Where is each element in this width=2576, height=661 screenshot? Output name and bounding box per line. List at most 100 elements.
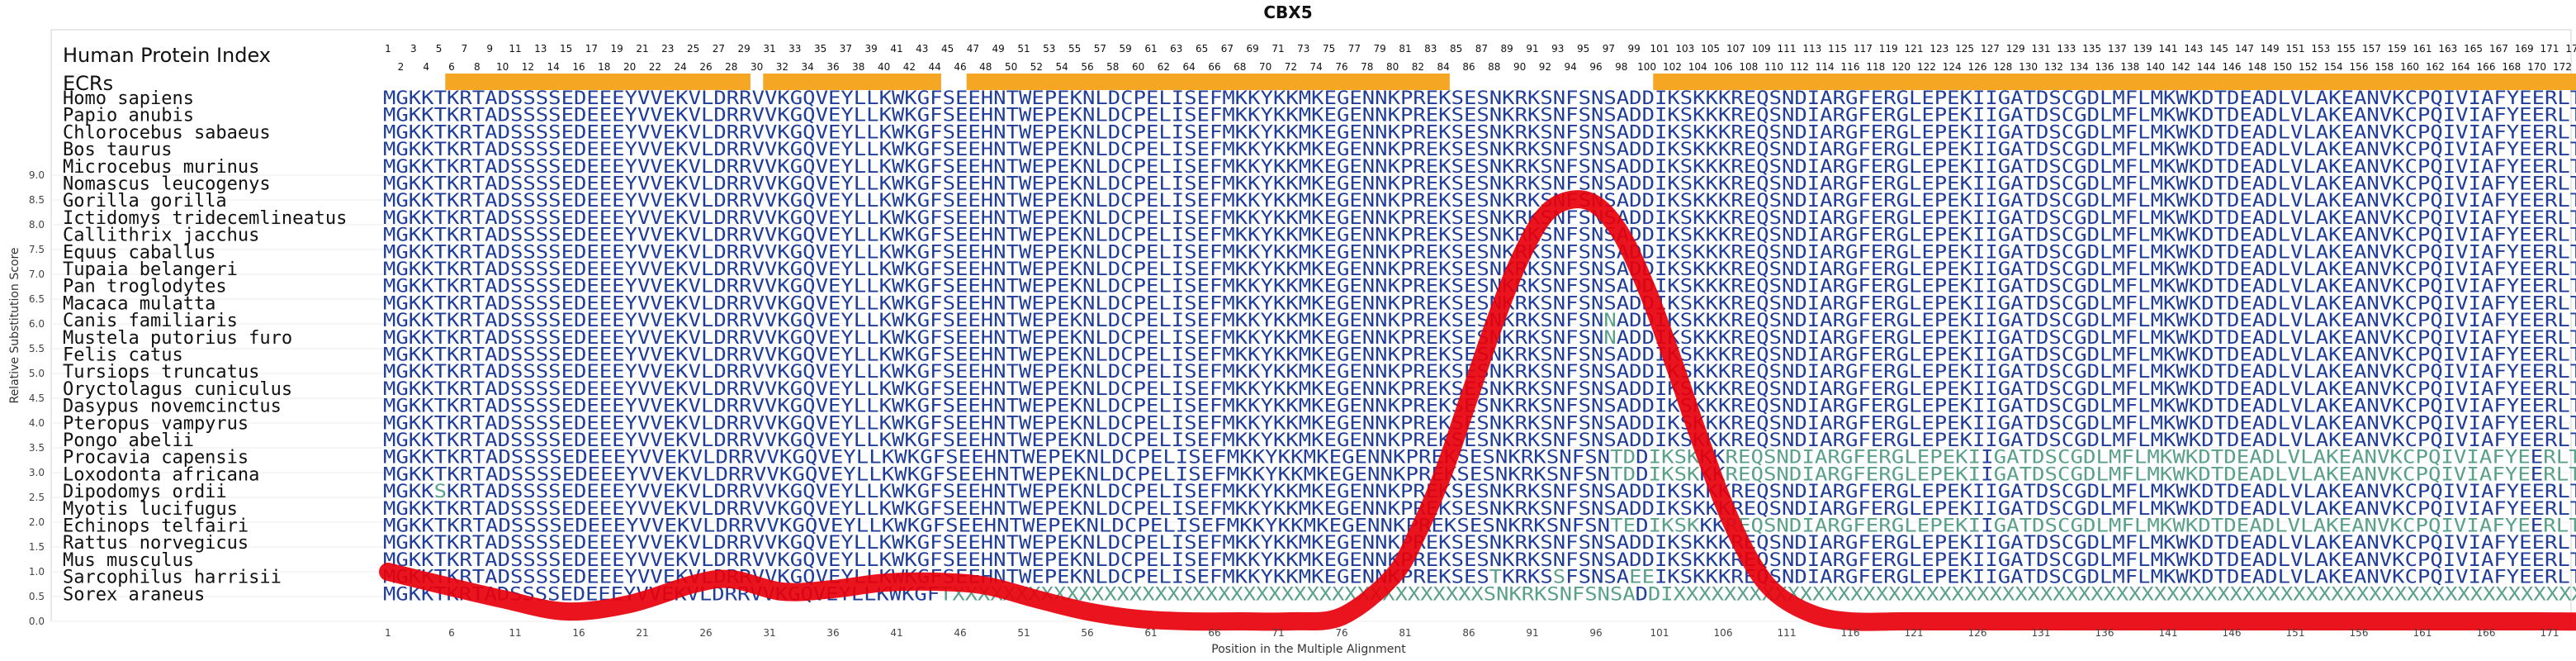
residue: K (1248, 122, 1261, 143)
residue: P (1044, 106, 1057, 126)
residue: P (1044, 122, 1057, 143)
residue: N (1375, 106, 1387, 126)
residue: L (2138, 122, 2150, 143)
residue: E (1349, 122, 1361, 143)
residue: K (2189, 88, 2202, 109)
residue: R (1731, 122, 1744, 143)
residue: G (1896, 122, 1909, 143)
residue: V (2455, 88, 2468, 109)
species-label: Mustela putorius furo (63, 328, 292, 349)
residue: E (612, 122, 624, 143)
residue: S (523, 88, 535, 109)
protein-index-number: 52 (1030, 61, 1043, 73)
residue: K (1388, 140, 1401, 160)
residue: E (2532, 88, 2545, 109)
residue: N (1591, 122, 1603, 143)
residue: K (1235, 122, 1248, 143)
residue: K (1248, 88, 1261, 109)
residue: L (1158, 122, 1171, 143)
residue: E (1744, 88, 1756, 109)
residue: S (1769, 122, 1782, 143)
residue: K (1438, 88, 1451, 109)
residue: E (1426, 88, 1438, 109)
residue: P (1134, 88, 1146, 109)
residue: F (2493, 122, 2506, 143)
residue: P (2417, 122, 2430, 143)
y-tick-label: 4.5 (29, 392, 45, 404)
protein-index-number: 100 (1637, 61, 1656, 73)
residue: K (1438, 140, 1451, 160)
residue: P (1134, 122, 1146, 143)
ecr-bar (763, 74, 941, 90)
residue: R (1731, 106, 1744, 126)
residue: W (2176, 106, 2189, 126)
residue: K (1388, 122, 1401, 143)
residue: D (1794, 122, 1807, 143)
protein-index-number: 45 (941, 43, 954, 55)
residue: V (650, 106, 662, 126)
residue: D (1629, 106, 1641, 126)
residue: N (993, 140, 1006, 160)
residue: S (2048, 88, 2061, 109)
residue: N (1489, 88, 1502, 109)
residue: A (1617, 122, 1629, 143)
protein-index-number: 60 (1132, 61, 1144, 73)
protein-index-number: 64 (1183, 61, 1196, 73)
residue: D (574, 122, 586, 143)
protein-index-number: 80 (1386, 61, 1399, 73)
species-label: Homo sapiens (63, 88, 194, 109)
residue: D (1108, 88, 1120, 109)
residue: N (1375, 122, 1387, 143)
protein-index-number: 27 (713, 43, 725, 55)
protein-index-number: 144 (2197, 61, 2216, 73)
residue: E (1349, 106, 1361, 126)
protein-index-number: 151 (2286, 43, 2305, 55)
species-label: Tupaia belangeri (63, 259, 238, 280)
residue: V (637, 106, 650, 126)
residue: V (752, 140, 765, 160)
protein-index-number: 132 (2044, 61, 2063, 73)
residue: A (2354, 88, 2366, 109)
protein-index-number: 3 (410, 43, 417, 55)
residue: I (2469, 122, 2481, 143)
residue: L (1909, 106, 1921, 126)
residue: E (2519, 122, 2531, 143)
residue: R (1833, 88, 1846, 109)
residue: Y (2507, 88, 2519, 109)
protein-index-number: 172 (2553, 61, 2572, 73)
residue: E (1324, 88, 1337, 109)
residue: I (1972, 106, 1985, 126)
residue: V (752, 122, 765, 143)
protein-index-number: 129 (2006, 43, 2025, 55)
protein-index-number: 22 (649, 61, 661, 73)
residue: Q (803, 140, 815, 160)
residue: E (1744, 106, 1756, 126)
protein-index-number: 125 (1955, 43, 1974, 55)
species-label: Echinops telfairi (63, 516, 249, 537)
residue: K (1235, 140, 1248, 160)
residue: Q (2430, 122, 2442, 143)
residue: Y (625, 122, 637, 143)
residue: A (2354, 122, 2366, 143)
residue: S (1540, 106, 1552, 126)
residue: S (523, 140, 535, 160)
residue: V (2290, 122, 2303, 143)
residue: R (1515, 106, 1528, 126)
residue: K (879, 122, 893, 143)
residue: V (637, 140, 650, 160)
residue: E (1031, 140, 1044, 160)
residue: V (689, 140, 701, 160)
y-tick-label: 2.5 (29, 492, 45, 503)
residue: S (1769, 88, 1782, 109)
residue: R (739, 106, 752, 126)
residue: K (1273, 106, 1286, 126)
residue: E (1464, 88, 1476, 109)
species-label: Chlorocebus sabaeus (63, 122, 271, 143)
residue: Y (2507, 106, 2519, 126)
residue: S (1476, 140, 1489, 160)
residue: S (510, 140, 523, 160)
residue: S (2048, 122, 2061, 143)
protein-index-number: 170 (2527, 61, 2546, 73)
residue: F (2493, 88, 2506, 109)
protein-index-number: 120 (1892, 61, 1911, 73)
